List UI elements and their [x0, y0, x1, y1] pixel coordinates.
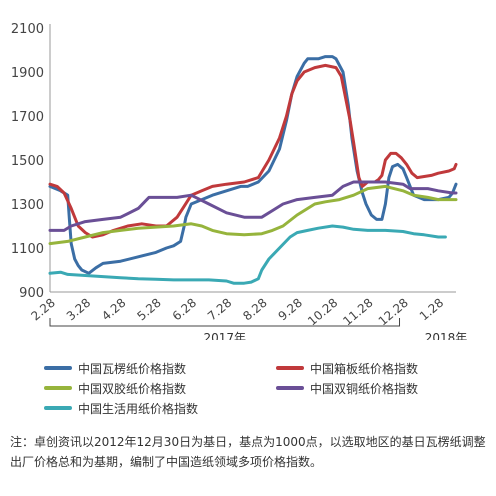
legend-swatch — [44, 406, 72, 410]
legend-swatch — [276, 366, 304, 370]
x-tick-label: 10.28 — [305, 296, 340, 329]
legend-label: 中国瓦楞纸价格指数 — [78, 361, 187, 376]
year-label: 2018年 — [425, 331, 468, 340]
x-tick-label: 4.28 — [99, 296, 128, 324]
legend-label: 中国双铜纸价格指数 — [310, 381, 419, 396]
x-tick-label: 3.28 — [64, 296, 93, 324]
footnote: 注：卓创资讯以2012年12月30日为基日，基点为1000点，以选取地区的基日瓦… — [10, 435, 486, 469]
series-lines — [48, 55, 458, 285]
y-tick-label: 1500 — [11, 154, 44, 169]
legend-label: 中国生活用纸价格指数 — [78, 401, 199, 416]
legend-item: 中国生活用纸价格指数 — [44, 398, 198, 418]
y-tick-label: 1300 — [11, 198, 44, 213]
y-tick-label: 1100 — [11, 242, 44, 257]
legend: 中国瓦楞纸价格指数 中国箱板纸价格指数中国双胶纸价格指数 中国双铜纸价格指数中国生活… — [44, 358, 484, 420]
x-tick-label: 5.28 — [134, 296, 163, 324]
series-line-2 — [48, 63, 458, 239]
legend-item: 中国瓦楞纸价格指数 — [44, 358, 186, 378]
year-label: 2017年 — [203, 331, 246, 340]
legend-item: 中国箱板纸价格指数 — [276, 358, 418, 378]
legend-item: 中国双铜纸价格指数 — [276, 378, 418, 398]
x-tick-label: 11.28 — [340, 296, 375, 329]
series-line-4 — [48, 180, 458, 232]
y-tick-label: 2100 — [11, 22, 44, 37]
series-line-5 — [48, 224, 447, 285]
y-tick-label: 900 — [19, 286, 44, 301]
x-tick-label: 8.28 — [240, 296, 269, 324]
legend-label: 中国双胶纸价格指数 — [78, 381, 187, 396]
legend-item: 中国双胶纸价格指数 — [44, 378, 186, 398]
year-bracket — [49, 318, 401, 327]
x-tick-label: 9.28 — [276, 296, 305, 324]
legend-swatch — [44, 366, 72, 370]
x-tick-label: 12.28 — [376, 296, 411, 329]
y-tick-label: 1700 — [11, 110, 44, 125]
series-line-1 — [48, 55, 458, 275]
legend-swatch — [44, 386, 72, 390]
legend-swatch — [276, 386, 304, 390]
axes — [49, 24, 456, 327]
y-tick-label: 1900 — [11, 66, 44, 81]
x-tick-label: 1.28 — [417, 296, 446, 324]
x-tick-label: 7.28 — [205, 296, 234, 324]
series-line-3 — [48, 184, 458, 246]
x-tick-label: 6.28 — [170, 296, 199, 324]
legend-label: 中国箱板纸价格指数 — [310, 361, 419, 376]
